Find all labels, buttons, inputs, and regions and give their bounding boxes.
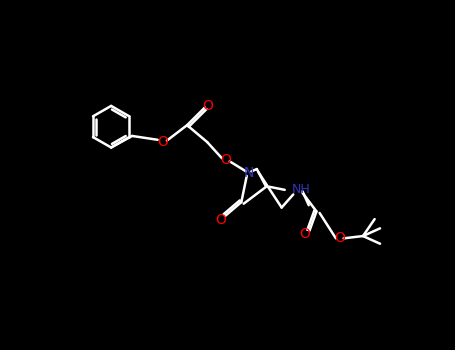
Text: O: O (299, 228, 310, 241)
Text: O: O (334, 231, 345, 245)
Text: N: N (244, 166, 254, 180)
Text: O: O (216, 213, 227, 227)
Text: O: O (220, 153, 231, 167)
Text: O: O (202, 99, 213, 113)
Text: O: O (157, 135, 168, 149)
Text: NH: NH (292, 183, 310, 196)
